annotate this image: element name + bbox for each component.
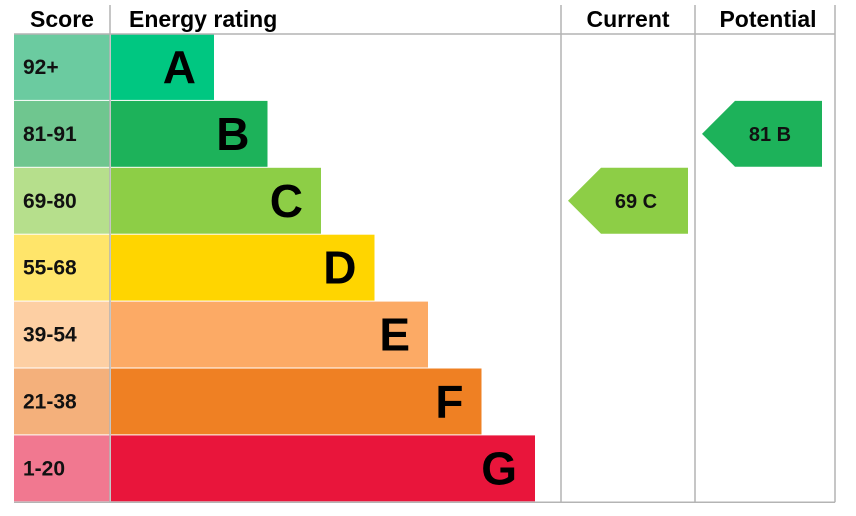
band-letter-g: G: [481, 442, 517, 494]
band-bar-a: [111, 34, 214, 100]
grid-lines: [14, 5, 836, 504]
band-letter-c: C: [270, 175, 303, 227]
score-label-a: 92+: [23, 56, 59, 79]
score-cell-b: [14, 100, 110, 167]
current-header: Current: [586, 6, 669, 32]
band-letter-d: D: [323, 242, 356, 294]
energy-rating-header: Energy rating: [129, 6, 277, 32]
score-label-d: 55-68: [23, 257, 77, 280]
band-bar-e: [111, 301, 428, 368]
band-letter-b: B: [216, 108, 249, 160]
band-letter-e: E: [379, 309, 410, 361]
band-row-a: 92+ A: [14, 34, 214, 100]
score-cell-a: [14, 34, 110, 100]
band-bar-b: [111, 100, 268, 167]
band-letter-f: F: [435, 375, 463, 427]
band-row-e: 39-54 E: [14, 301, 428, 368]
current-indicator: 69 C: [568, 167, 688, 234]
band-letter-a: A: [163, 41, 196, 93]
score-label-g: 1-20: [23, 457, 65, 480]
score-label-b: 81-91: [23, 123, 77, 146]
band-row-c: 69-80 C: [14, 167, 321, 234]
potential-arrow: [702, 100, 822, 167]
score-cell-c: [14, 167, 110, 234]
potential-rating-label: 81 B: [749, 124, 791, 146]
score-header: Score: [30, 6, 94, 32]
score-cell-d: [14, 234, 110, 301]
rating-bands: 92+ A 81-91 B 69-80 C 55-68 D 39-54 E 21-38 F 1-20 G: [14, 34, 535, 502]
band-row-f: 21-38 F: [14, 368, 482, 435]
potential-indicator: 81 B: [702, 100, 822, 167]
current-arrow: [568, 167, 688, 234]
score-cell-f: [14, 368, 110, 435]
current-rating-label: 69 C: [615, 191, 657, 213]
score-cell-e: [14, 301, 110, 368]
potential-header: Potential: [719, 6, 816, 32]
band-bar-d: [111, 234, 375, 301]
band-bar-c: [111, 167, 321, 234]
score-label-c: 69-80: [23, 190, 77, 213]
score-label-f: 21-38: [23, 390, 77, 413]
score-label-e: 39-54: [23, 324, 77, 347]
rating-indicators: 69 C 81 B: [568, 100, 822, 234]
band-bar-f: [111, 368, 482, 435]
band-row-g: 1-20 G: [14, 435, 535, 502]
band-row-d: 55-68 D: [14, 234, 375, 301]
band-bar-g: [111, 435, 535, 502]
band-row-b: 81-91 B: [14, 100, 268, 167]
score-cell-g: [14, 435, 110, 502]
